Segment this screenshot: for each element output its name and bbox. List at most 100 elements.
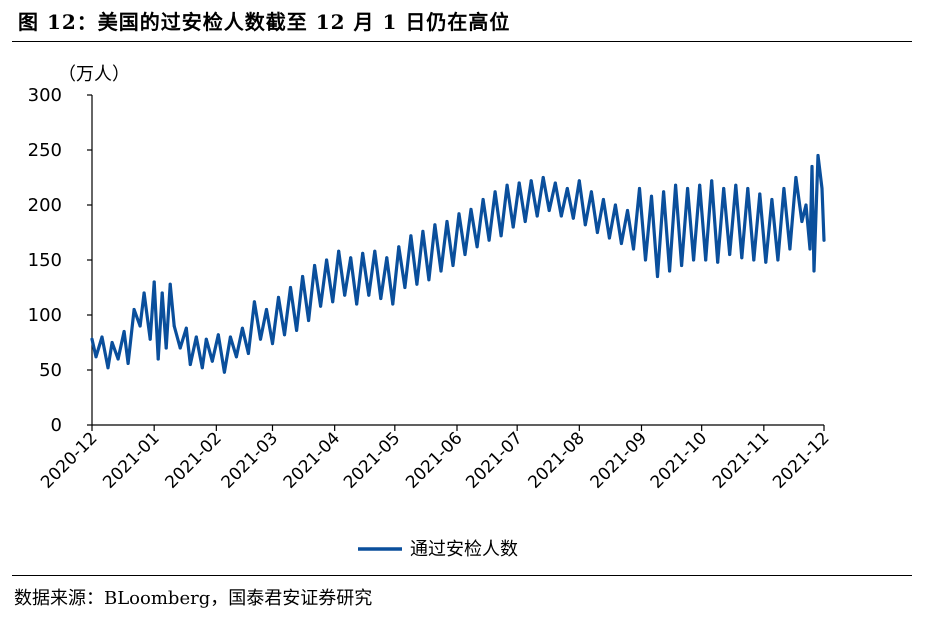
y-tick-label: 0 bbox=[51, 415, 62, 436]
data-point bbox=[794, 176, 798, 179]
data-point bbox=[265, 308, 268, 311]
data-point bbox=[565, 187, 569, 190]
data-point bbox=[463, 253, 467, 256]
data-point bbox=[782, 187, 786, 190]
data-point bbox=[535, 214, 539, 218]
series-line bbox=[90, 153, 826, 374]
data-point bbox=[469, 207, 473, 211]
data-point bbox=[433, 223, 437, 227]
data-point bbox=[415, 282, 419, 286]
x-tick-label: 2021-02 bbox=[162, 428, 226, 492]
data-point bbox=[409, 234, 413, 238]
data-point bbox=[421, 229, 425, 233]
data-point bbox=[204, 337, 208, 341]
data-point bbox=[240, 326, 244, 330]
y-tick-label: 250 bbox=[28, 140, 62, 161]
x-tick-label: 2021-04 bbox=[280, 428, 344, 492]
data-point bbox=[100, 335, 104, 339]
y-tick-label: 200 bbox=[28, 195, 62, 216]
data-point bbox=[427, 278, 431, 282]
data-point bbox=[307, 319, 311, 322]
y-axis: 0 50 100 150 200 250 300 bbox=[28, 85, 93, 436]
data-point bbox=[439, 269, 443, 273]
x-tick-label: 2020-12 bbox=[37, 428, 101, 492]
data-point bbox=[541, 176, 545, 179]
title-divider bbox=[12, 41, 912, 42]
data-point bbox=[283, 333, 286, 337]
data-point bbox=[142, 291, 146, 295]
data-point bbox=[481, 198, 485, 201]
data-point bbox=[547, 209, 551, 212]
data-point bbox=[493, 190, 497, 194]
data-point bbox=[680, 264, 684, 267]
data-point bbox=[505, 183, 509, 187]
data-point bbox=[168, 282, 172, 286]
x-tick-label: 2021-01 bbox=[99, 428, 163, 492]
data-point bbox=[222, 370, 226, 374]
data-point bbox=[228, 335, 232, 339]
data-point bbox=[668, 269, 672, 273]
data-point bbox=[722, 187, 726, 190]
y-tick-label: 100 bbox=[28, 305, 62, 326]
data-point bbox=[234, 355, 238, 359]
data-point bbox=[200, 366, 204, 370]
data-point bbox=[361, 251, 365, 255]
data-point bbox=[613, 203, 617, 207]
y-axis-unit-label: （万人） bbox=[58, 64, 130, 85]
data-point bbox=[475, 245, 479, 249]
data-point bbox=[559, 214, 563, 218]
data-point bbox=[644, 258, 647, 262]
data-point bbox=[156, 357, 160, 361]
data-point bbox=[589, 190, 593, 194]
data-point bbox=[373, 249, 377, 253]
data-point bbox=[116, 357, 120, 361]
data-point bbox=[716, 260, 720, 264]
data-point bbox=[523, 220, 527, 223]
legend-label: 通过安检人数 bbox=[410, 539, 518, 560]
data-point bbox=[529, 179, 533, 183]
x-tick-label: 2021-05 bbox=[340, 428, 404, 492]
data-point bbox=[457, 212, 461, 216]
data-point bbox=[734, 183, 738, 187]
x-tick-label: 2021-12 bbox=[769, 428, 833, 492]
data-point bbox=[289, 286, 292, 289]
data-point bbox=[812, 269, 816, 273]
data-point bbox=[138, 324, 142, 328]
data-point bbox=[804, 203, 808, 207]
data-point bbox=[704, 258, 708, 262]
figure-title: 图 12：美国的过安检人数截至 12 月 1 日仍在高位 bbox=[18, 10, 511, 34]
data-point bbox=[160, 291, 164, 295]
data-point bbox=[295, 328, 299, 332]
x-tick-label: 2021-10 bbox=[647, 428, 711, 492]
x-tick-label: 2021-11 bbox=[709, 428, 773, 492]
data-point bbox=[770, 198, 774, 201]
data-point bbox=[349, 256, 353, 260]
data-point bbox=[331, 300, 335, 304]
data-point bbox=[126, 361, 130, 365]
data-point bbox=[164, 346, 168, 350]
data-point bbox=[820, 187, 824, 190]
data-point bbox=[499, 234, 503, 238]
data-point bbox=[517, 181, 521, 185]
data-point bbox=[246, 352, 250, 355]
data-point bbox=[379, 297, 383, 300]
x-tick-label: 2021-07 bbox=[462, 428, 526, 492]
data-point bbox=[692, 258, 696, 262]
data-point bbox=[301, 275, 305, 278]
data-point bbox=[277, 295, 280, 299]
y-tick-label: 50 bbox=[39, 360, 62, 381]
data-point bbox=[122, 330, 126, 333]
data-point bbox=[90, 337, 94, 341]
data-point bbox=[758, 192, 762, 196]
data-point bbox=[511, 225, 515, 229]
data-point bbox=[632, 247, 635, 251]
data-point bbox=[788, 247, 792, 251]
data-point bbox=[638, 187, 641, 190]
data-point bbox=[686, 187, 690, 190]
data-point bbox=[343, 293, 347, 297]
data-point bbox=[337, 249, 341, 253]
x-axis: 2020-122021-012021-022021-032021-042021-… bbox=[37, 424, 834, 493]
data-point bbox=[367, 293, 371, 297]
data-point bbox=[662, 190, 666, 194]
data-point bbox=[451, 264, 455, 267]
